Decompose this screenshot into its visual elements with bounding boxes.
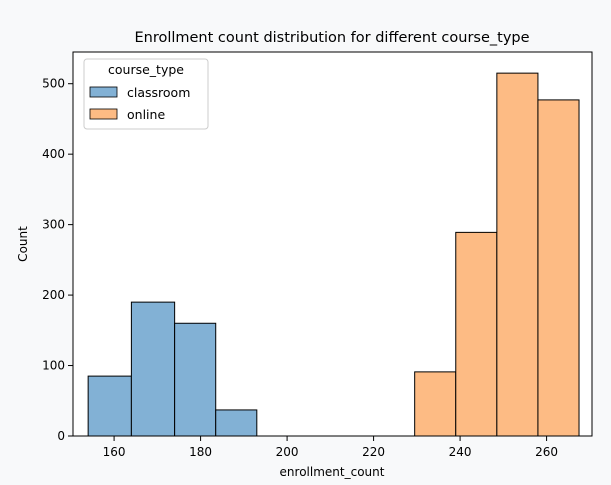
histogram-bar-classroom-1 <box>130 301 176 437</box>
histogram-bar-online-3 <box>537 99 580 437</box>
x-tick-label-2: 200 <box>276 445 299 459</box>
histogram-bar-online-0 <box>414 371 457 437</box>
legend-title: course_type <box>108 62 184 77</box>
histogram-bar-classroom-0 <box>87 375 132 437</box>
y-tick-label-0: 0 <box>57 429 65 443</box>
plot-frame <box>72 51 593 437</box>
histogram-bar-classroom-2 <box>174 322 217 437</box>
histogram-bar-classroom-3 <box>215 409 258 437</box>
y-tick-label-4: 400 <box>42 147 65 161</box>
y-tick-label-3: 300 <box>42 218 65 232</box>
histogram-bar-online-2 <box>496 72 539 437</box>
legend-swatch-classroom <box>89 86 118 98</box>
y-tick-label-2: 200 <box>42 288 65 302</box>
histogram-bar-online-1 <box>455 231 498 437</box>
legend-label-online: online <box>127 107 165 122</box>
x-tick-label-0: 160 <box>103 445 126 459</box>
x-axis-label: enrollment_count <box>280 465 385 479</box>
x-tick-label-1: 180 <box>189 445 212 459</box>
x-tick-label-5: 260 <box>535 445 558 459</box>
x-tick-label-3: 220 <box>362 445 385 459</box>
ticks-layer: 160 180 200 220 240 260 0 100 200 300 400 500 <box>42 77 558 459</box>
y-tick-label-5: 500 <box>42 77 65 91</box>
legend: course_type classroom online <box>83 58 209 130</box>
legend-swatch-online <box>89 108 118 120</box>
y-axis-label: Count <box>16 226 30 262</box>
x-tick-label-4: 240 <box>449 445 472 459</box>
legend-label-classroom: classroom <box>127 85 190 100</box>
chart-title: Enrollment count distribution for differ… <box>134 30 529 46</box>
y-tick-label-1: 100 <box>42 359 65 373</box>
bars-layer <box>87 72 580 437</box>
